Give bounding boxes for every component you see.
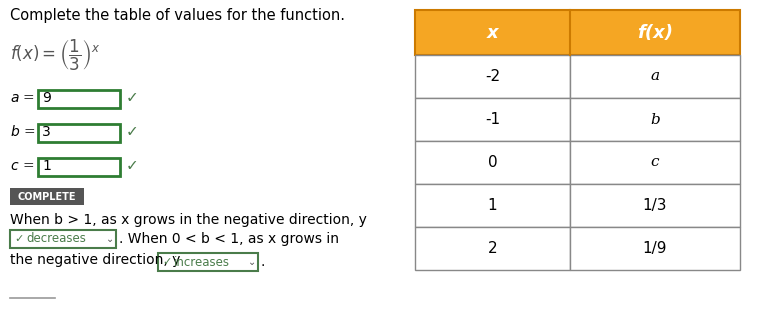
Bar: [415, 10, 740, 55]
Text: increases: increases: [174, 256, 230, 269]
Bar: [415, 98, 570, 141]
Bar: [10, 188, 84, 205]
Bar: [10, 230, 116, 248]
Bar: [38, 90, 120, 108]
Text: ✓: ✓: [14, 234, 23, 244]
Text: the negative direction, y: the negative direction, y: [10, 253, 180, 267]
Bar: [570, 227, 740, 270]
Text: 9: 9: [42, 91, 51, 105]
Text: 3: 3: [42, 125, 51, 139]
Bar: [415, 227, 570, 270]
Text: ⌄: ⌄: [248, 257, 256, 267]
Bar: [570, 184, 740, 227]
Text: ✓: ✓: [162, 257, 171, 267]
Text: a: a: [651, 69, 659, 83]
Text: . When 0 < b < 1, as x grows in: . When 0 < b < 1, as x grows in: [119, 232, 339, 246]
Text: Complete the table of values for the function.: Complete the table of values for the fun…: [10, 8, 345, 23]
Text: -1: -1: [485, 112, 500, 127]
Bar: [415, 55, 570, 98]
Text: 1/3: 1/3: [643, 198, 667, 213]
Bar: [570, 55, 740, 98]
Text: b: b: [650, 112, 660, 126]
Text: ✓: ✓: [126, 91, 139, 106]
Text: 2: 2: [488, 241, 497, 256]
Text: $\mathit{b}$ =: $\mathit{b}$ =: [10, 125, 35, 140]
Text: $\mathit{c}$ =: $\mathit{c}$ =: [10, 159, 34, 173]
Text: ✓: ✓: [126, 125, 139, 140]
Bar: [158, 253, 258, 271]
Bar: [415, 184, 570, 227]
Text: COMPLETE: COMPLETE: [18, 191, 76, 201]
Bar: [38, 124, 120, 142]
Text: $f(x) = \left(\dfrac{1}{3}\right)^x$: $f(x) = \left(\dfrac{1}{3}\right)^x$: [10, 38, 100, 73]
Text: 1/9: 1/9: [643, 241, 667, 256]
Text: ✓: ✓: [126, 158, 139, 173]
Bar: [570, 141, 740, 184]
Text: decreases: decreases: [26, 232, 86, 245]
Text: ⌄: ⌄: [106, 234, 114, 244]
Text: x: x: [487, 23, 498, 41]
Text: f(x): f(x): [637, 23, 673, 41]
Bar: [38, 158, 120, 176]
Bar: [415, 141, 570, 184]
Text: 0: 0: [488, 155, 497, 170]
Text: 1: 1: [488, 198, 497, 213]
Text: $\mathit{a}$ =: $\mathit{a}$ =: [10, 91, 35, 105]
Text: 1: 1: [42, 159, 51, 173]
Bar: [570, 98, 740, 141]
Text: .: .: [260, 255, 264, 269]
Text: c: c: [651, 156, 659, 170]
Text: When b > 1, as x grows in the negative direction, y: When b > 1, as x grows in the negative d…: [10, 213, 367, 227]
Text: -2: -2: [485, 69, 500, 84]
